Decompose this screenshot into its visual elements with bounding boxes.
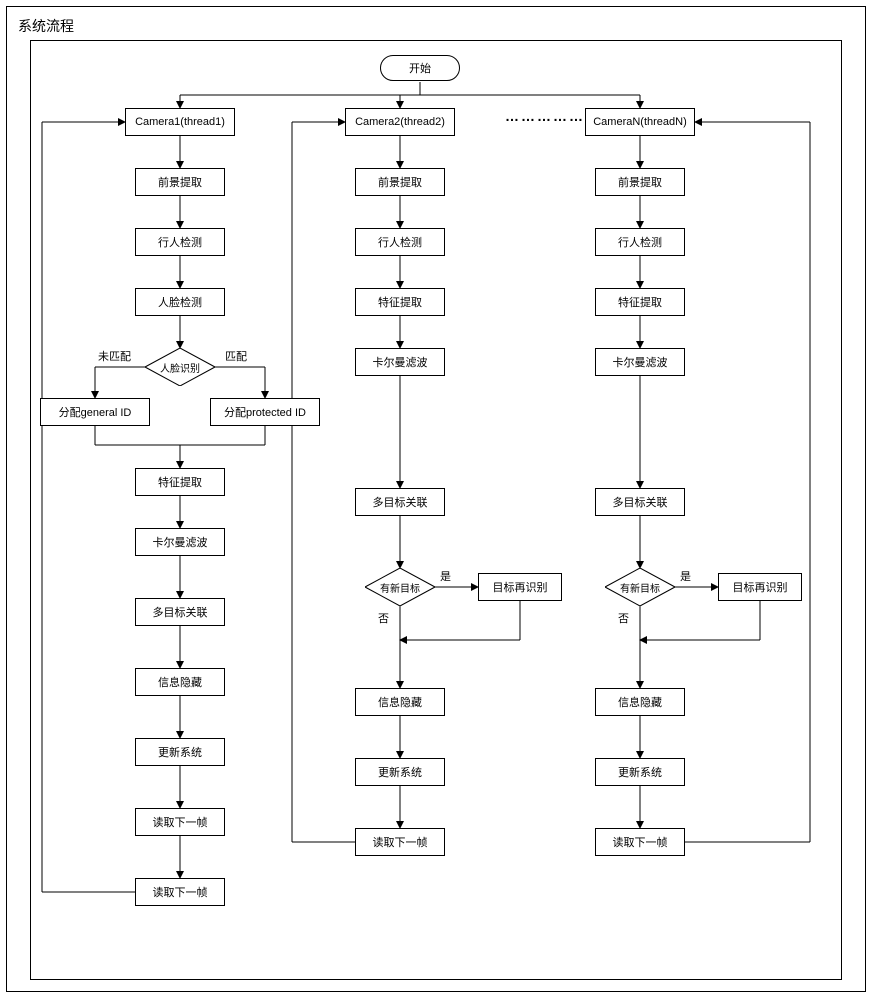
c2-foreground-label: 前景提取 <box>378 174 422 190</box>
cN-assoc: 多目标关联 <box>595 488 685 516</box>
cN-header-label: CameraN(threadN) <box>593 116 687 128</box>
c1-assign-general: 分配general ID <box>40 398 150 426</box>
c1-next-frame-read-label: 读取下一帧 <box>153 884 208 900</box>
c2-assoc: 多目标关联 <box>355 488 445 516</box>
c2-yes: 是 <box>440 568 451 584</box>
c2-hide: 信息隐藏 <box>355 688 445 716</box>
c1-face-recog-decision: 人脸识别 <box>145 348 215 386</box>
c1-update-label: 更新系统 <box>158 744 202 760</box>
cN-hide-label: 信息隐藏 <box>618 694 662 710</box>
cN-next-label: 读取下一帧 <box>613 834 668 850</box>
page-title: 系统流程 <box>18 16 74 36</box>
cN-hide: 信息隐藏 <box>595 688 685 716</box>
cN-new-target-decision: 有新目标 <box>605 568 675 606</box>
c1-header: Camera1(thread1) <box>125 108 235 136</box>
c1-assign-protected-label: 分配protected ID <box>224 404 306 420</box>
c2-next: 读取下一帧 <box>355 828 445 856</box>
c1-face-detect-label: 人脸检测 <box>158 294 202 310</box>
c1-assign-general-label: 分配general ID <box>59 404 132 420</box>
cN-pedestrian-label: 行人检测 <box>618 234 662 250</box>
cN-update: 更新系统 <box>595 758 685 786</box>
c1-update: 更新系统 <box>135 738 225 766</box>
c1-assoc: 多目标关联 <box>135 598 225 626</box>
c1-face-recog-label: 人脸识别 <box>145 348 215 386</box>
cN-next: 读取下一帧 <box>595 828 685 856</box>
c2-update-label: 更新系统 <box>378 764 422 780</box>
c1-branch-yes: 匹配 <box>225 348 247 364</box>
cN-pedestrian: 行人检测 <box>595 228 685 256</box>
c1-branch-no: 未匹配 <box>98 348 131 364</box>
c1-face-detect: 人脸检测 <box>135 288 225 316</box>
c1-assign-protected: 分配protected ID <box>210 398 320 426</box>
c1-feature-label: 特征提取 <box>158 474 202 490</box>
c2-next-label: 读取下一帧 <box>373 834 428 850</box>
c1-next: 读取下一帧 <box>135 808 225 836</box>
c2-no: 否 <box>378 610 389 626</box>
cN-header: CameraN(threadN) <box>585 108 695 136</box>
c1-next-label: 读取下一帧 <box>153 814 208 830</box>
cN-foreground: 前景提取 <box>595 168 685 196</box>
c1-feature: 特征提取 <box>135 468 225 496</box>
c2-header: Camera2(thread2) <box>345 108 455 136</box>
cN-feature: 特征提取 <box>595 288 685 316</box>
c1-kalman: 卡尔曼滤波 <box>135 528 225 556</box>
cN-foreground-label: 前景提取 <box>618 174 662 190</box>
c2-kalman-label: 卡尔曼滤波 <box>373 354 428 370</box>
cN-kalman: 卡尔曼滤波 <box>595 348 685 376</box>
c2-pedestrian-label: 行人检测 <box>378 234 422 250</box>
c1-hide-label: 信息隐藏 <box>158 674 202 690</box>
cN-new-target-label: 有新目标 <box>605 568 675 606</box>
c1-kalman-label: 卡尔曼滤波 <box>153 534 208 550</box>
c1-pedestrian: 行人检测 <box>135 228 225 256</box>
c2-hide-label: 信息隐藏 <box>378 694 422 710</box>
cN-update-label: 更新系统 <box>618 764 662 780</box>
cN-kalman-label: 卡尔曼滤波 <box>613 354 668 370</box>
c1-header-label: Camera1(thread1) <box>135 116 225 128</box>
c2-pedestrian: 行人检测 <box>355 228 445 256</box>
cN-no: 否 <box>618 610 629 626</box>
cN-yes: 是 <box>680 568 691 584</box>
c2-assoc-label: 多目标关联 <box>373 494 428 510</box>
c1-hide: 信息隐藏 <box>135 668 225 696</box>
c2-reid-label: 目标再识别 <box>493 579 548 595</box>
c1-assoc-label: 多目标关联 <box>153 604 208 620</box>
c1-pedestrian-label: 行人检测 <box>158 234 202 250</box>
c2-new-target-decision: 有新目标 <box>365 568 435 606</box>
cN-reid: 目标再识别 <box>718 573 802 601</box>
c2-kalman: 卡尔曼滤波 <box>355 348 445 376</box>
c2-feature: 特征提取 <box>355 288 445 316</box>
c1-foreground-label: 前景提取 <box>158 174 202 190</box>
c2-header-label: Camera2(thread2) <box>355 116 445 128</box>
c2-foreground: 前景提取 <box>355 168 445 196</box>
c2-reid: 目标再识别 <box>478 573 562 601</box>
cN-reid-label: 目标再识别 <box>733 579 788 595</box>
cN-assoc-label: 多目标关联 <box>613 494 668 510</box>
c2-feature-label: 特征提取 <box>378 294 422 310</box>
cN-feature-label: 特征提取 <box>618 294 662 310</box>
c2-update: 更新系统 <box>355 758 445 786</box>
c1-foreground: 前景提取 <box>135 168 225 196</box>
c2-new-target-label: 有新目标 <box>365 568 435 606</box>
c1-next-frame-read: 读取下一帧 <box>135 878 225 906</box>
